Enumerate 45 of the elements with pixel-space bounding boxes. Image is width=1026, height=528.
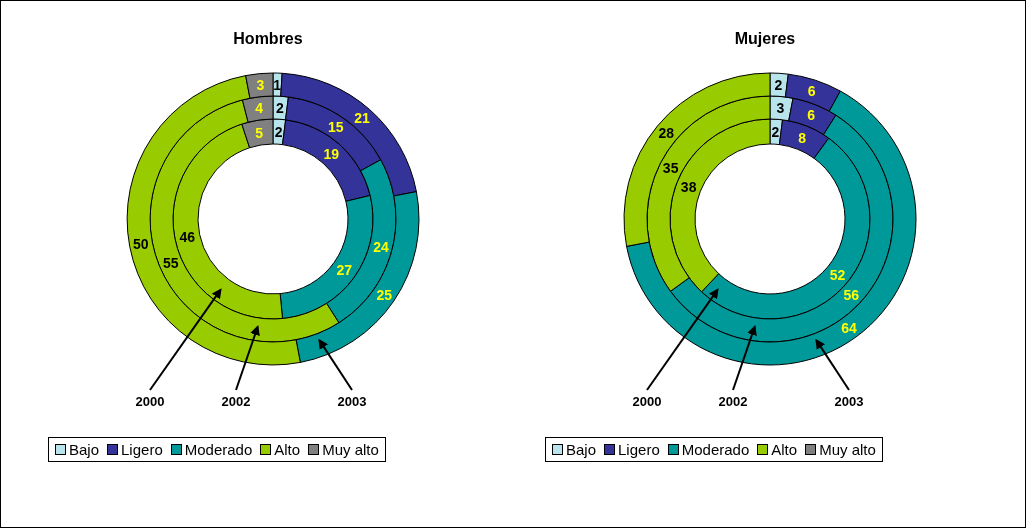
legend-label: Alto <box>771 441 798 458</box>
legend-label: Bajo <box>69 441 100 458</box>
legend-label: Ligero <box>121 441 163 458</box>
data-label: 28 <box>658 125 675 142</box>
data-label: 35 <box>662 160 679 177</box>
text: 2003 <box>834 394 864 409</box>
data-label: 2 <box>774 76 783 93</box>
data-label: 6 <box>807 83 816 100</box>
chart-title: Hombres <box>232 30 304 48</box>
data-label: 21 <box>354 110 370 127</box>
data-label: 52 <box>829 266 846 283</box>
data-label: 8 <box>798 129 807 146</box>
data-label: 3 <box>256 77 265 94</box>
data-label: 2 <box>276 99 285 116</box>
data-label: 4 <box>255 100 264 117</box>
data-label: 2 <box>771 123 780 140</box>
text: 2000 <box>632 394 662 409</box>
legend-label: Ligero <box>618 441 660 458</box>
data-label: 24 <box>373 238 389 255</box>
text: 2000 <box>135 394 165 409</box>
text: 2003 <box>337 394 367 409</box>
data-label: 2 <box>274 123 283 140</box>
data-label: 46 <box>179 228 196 245</box>
data-label: 6 <box>807 107 816 124</box>
data-label: 15 <box>327 118 344 135</box>
data-label: 55 <box>162 255 179 272</box>
data-label: 25 <box>376 286 393 303</box>
legend-label: Bajo <box>566 441 597 458</box>
legend-label: Moderado <box>681 441 750 458</box>
legend-label: Alto <box>274 441 301 458</box>
legend-label: Moderado <box>184 441 253 458</box>
data-label: 5 <box>255 124 264 141</box>
chart-title: Mujeres <box>733 30 797 48</box>
data-label: 64 <box>841 319 858 336</box>
text: 2002 <box>221 394 251 409</box>
data-label: 3 <box>776 99 785 116</box>
data-label: 19 <box>323 145 340 162</box>
data-label: 50 <box>133 236 149 253</box>
legend-label: Muy alto <box>322 441 379 458</box>
data-label: 38 <box>680 178 697 195</box>
data-label: 1 <box>273 76 282 93</box>
data-label: 56 <box>843 287 860 304</box>
data-label: 27 <box>336 261 353 278</box>
text: 2002 <box>718 394 748 409</box>
legend-label: Muy alto <box>819 441 876 458</box>
